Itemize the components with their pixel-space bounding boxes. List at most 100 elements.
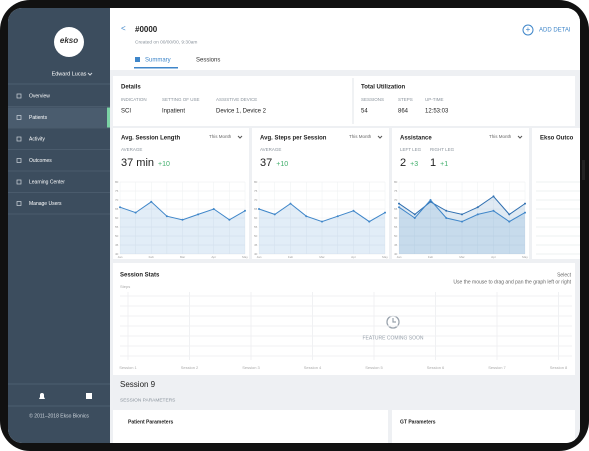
panel xyxy=(113,410,388,443)
tab-icon xyxy=(135,57,140,62)
user-name: Edward Lucas xyxy=(52,71,87,77)
metric-value: 37 xyxy=(260,157,272,169)
point xyxy=(181,218,184,221)
metric-delta: +10 xyxy=(158,161,170,168)
period-select[interactable]: This Month xyxy=(349,134,372,139)
point xyxy=(197,213,200,216)
y-tick-label: 65 xyxy=(254,207,258,211)
add-icon[interactable] xyxy=(522,24,534,36)
point xyxy=(461,220,463,223)
field-value: Device 1, Device 2 xyxy=(216,109,267,115)
chevron xyxy=(517,135,523,139)
point xyxy=(244,209,246,212)
period-select[interactable]: This Month xyxy=(489,134,512,139)
card-title: Assistance xyxy=(400,136,432,142)
field-value: Inpatient xyxy=(162,109,185,115)
field-value: 54 xyxy=(361,109,368,115)
y-tick-label: 80 xyxy=(394,180,398,184)
point xyxy=(212,208,215,210)
add-details[interactable]: ADD DETAI xyxy=(539,28,571,34)
point xyxy=(336,215,339,218)
tab-underline xyxy=(134,67,178,69)
metric-delta: +10 xyxy=(276,161,288,168)
metric-label: LEFT LEG xyxy=(400,147,422,152)
tab[interactable]: Sessions xyxy=(196,58,220,64)
tab[interactable]: Summary xyxy=(145,58,171,64)
y-tick-label: 60 xyxy=(254,216,258,220)
point xyxy=(134,211,137,214)
point xyxy=(524,211,526,214)
help-icon[interactable] xyxy=(86,393,92,399)
menu-icon xyxy=(16,158,22,163)
y-tick-label: 45 xyxy=(115,243,119,247)
created-date: Created on 00/00/00, 9:30am xyxy=(135,39,197,45)
point xyxy=(445,217,448,219)
select-label: Select xyxy=(557,272,572,278)
point xyxy=(305,215,308,218)
x-tick-label: Session 5 xyxy=(365,365,383,370)
menu-icon xyxy=(16,93,22,99)
x-tick-label: Mar xyxy=(459,255,464,259)
x-tick-label: Feb xyxy=(428,255,434,259)
period-select[interactable]: This Month xyxy=(209,134,232,139)
x-tick-label: Mar xyxy=(180,255,185,259)
header xyxy=(110,8,580,70)
back-button[interactable]: < xyxy=(121,24,126,33)
x-tick-label: Feb xyxy=(288,255,294,259)
menu-item[interactable]: Activity xyxy=(29,136,45,142)
menu-icon xyxy=(16,179,22,185)
point xyxy=(492,209,495,212)
logo-text: ekso xyxy=(60,36,78,45)
menu-icon xyxy=(16,136,22,142)
area xyxy=(399,200,525,254)
y-tick-label: 65 xyxy=(115,207,119,211)
menu-item[interactable]: Outcomes xyxy=(29,158,52,164)
field-label: STEPS xyxy=(398,97,413,102)
x-tick-label: Jan xyxy=(118,255,123,259)
metric-value: 37 min xyxy=(121,157,154,169)
x-tick-label: Jan xyxy=(257,255,262,259)
point xyxy=(508,220,511,223)
area xyxy=(259,203,385,254)
y-tick-label: 45 xyxy=(254,243,258,247)
menu-item[interactable]: Overview xyxy=(29,93,50,99)
menu-item[interactable]: Learning Center xyxy=(29,179,65,185)
point xyxy=(273,213,276,216)
metric-card xyxy=(532,128,580,259)
active-item xyxy=(8,107,110,128)
menu-item[interactable]: Manage Users xyxy=(29,201,62,207)
field-label: ASSISTIVE DEVICE xyxy=(216,97,257,102)
point xyxy=(508,213,511,216)
logo xyxy=(54,27,84,57)
y-tick-label: 70 xyxy=(115,198,119,202)
y-tick-label: 75 xyxy=(115,189,119,193)
field-label: INDICATION xyxy=(121,97,147,102)
card-title: Avg. Steps per Session xyxy=(260,136,327,142)
y-tick-label: 55 xyxy=(394,225,398,229)
metric-label: AVERAGE xyxy=(260,147,281,152)
field-label: SETTING OF USE xyxy=(162,97,200,102)
menu-item[interactable]: Patients xyxy=(29,115,48,121)
y-tick-label: 80 xyxy=(115,180,119,184)
card-title: Session Stats xyxy=(120,273,160,279)
point xyxy=(413,213,416,216)
y-tick-label: 50 xyxy=(254,234,258,238)
x-tick-label: Apr xyxy=(211,255,216,259)
card-title: Ekso Outco xyxy=(540,136,574,142)
bell-icon[interactable] xyxy=(39,393,45,399)
y-tick-label: 75 xyxy=(254,189,258,193)
field-value: SCI xyxy=(121,109,131,115)
y-tick-label: 50 xyxy=(115,234,119,238)
y-tick-label: 80 xyxy=(254,180,258,184)
x-tick-label: Session 6 xyxy=(427,365,445,370)
x-tick-label: May xyxy=(242,255,248,259)
chevron xyxy=(87,72,93,76)
point xyxy=(398,206,400,209)
x-tick-label: Session 8 xyxy=(550,365,568,370)
x-tick-label: Session 7 xyxy=(488,365,506,370)
point xyxy=(524,202,526,205)
x-tick-label: Session 3 xyxy=(242,365,260,370)
field-value: 12:53:03 xyxy=(425,109,449,115)
